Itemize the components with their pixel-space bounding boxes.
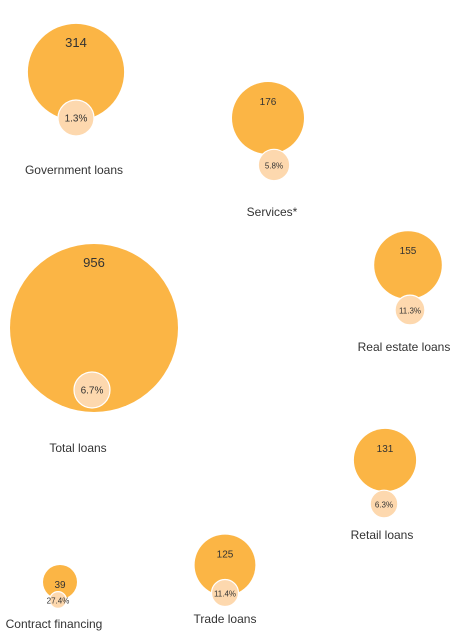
share-circle-services bbox=[257, 148, 291, 182]
category-label-trade-loans: Trade loans bbox=[194, 612, 257, 626]
share-circle-government-loans bbox=[57, 99, 95, 137]
value-label-services: 176 bbox=[260, 97, 277, 108]
share-label-real-estate-loans: 11.3% bbox=[399, 307, 421, 316]
bubble-trade-loans bbox=[194, 534, 256, 596]
share-label-services: 5.8% bbox=[265, 162, 283, 171]
value-label-government-loans: 314 bbox=[65, 35, 87, 50]
value-label-trade-loans: 125 bbox=[217, 550, 234, 561]
value-label-total-loans: 956 bbox=[83, 255, 105, 270]
value-label-real-estate-loans: 155 bbox=[400, 246, 417, 257]
category-label-services: Services* bbox=[247, 205, 298, 219]
share-label-government-loans: 1.3% bbox=[65, 114, 88, 125]
category-label-real-estate-loans: Real estate loans bbox=[358, 340, 451, 354]
bubble-total-loans bbox=[10, 244, 178, 412]
bubble-government-loans bbox=[27, 23, 125, 121]
share-circle-real-estate-loans bbox=[394, 294, 426, 326]
share-circle-contract-financing bbox=[48, 590, 67, 609]
value-label-retail-loans: 131 bbox=[377, 444, 394, 455]
category-label-government-loans: Government loans bbox=[25, 163, 123, 177]
share-circle-trade-loans bbox=[210, 578, 240, 608]
category-label-contract-financing: Contract financing bbox=[6, 617, 103, 631]
bubble-services bbox=[232, 82, 304, 154]
share-circle-retail-loans bbox=[369, 489, 399, 519]
share-circle-total-loans bbox=[73, 371, 111, 409]
bubble-retail-loans bbox=[353, 428, 417, 492]
share-label-retail-loans: 6.3% bbox=[375, 501, 393, 510]
category-label-retail-loans: Retail loans bbox=[351, 528, 414, 542]
share-label-total-loans: 6.7% bbox=[81, 386, 104, 397]
value-label-contract-financing: 39 bbox=[54, 580, 66, 591]
share-label-contract-financing: 27.4% bbox=[47, 597, 70, 606]
bubble-real-estate-loans bbox=[374, 231, 442, 299]
category-label-total-loans: Total loans bbox=[49, 441, 106, 455]
share-label-trade-loans: 11.4% bbox=[214, 590, 236, 599]
bubble-contract-financing bbox=[43, 565, 77, 599]
